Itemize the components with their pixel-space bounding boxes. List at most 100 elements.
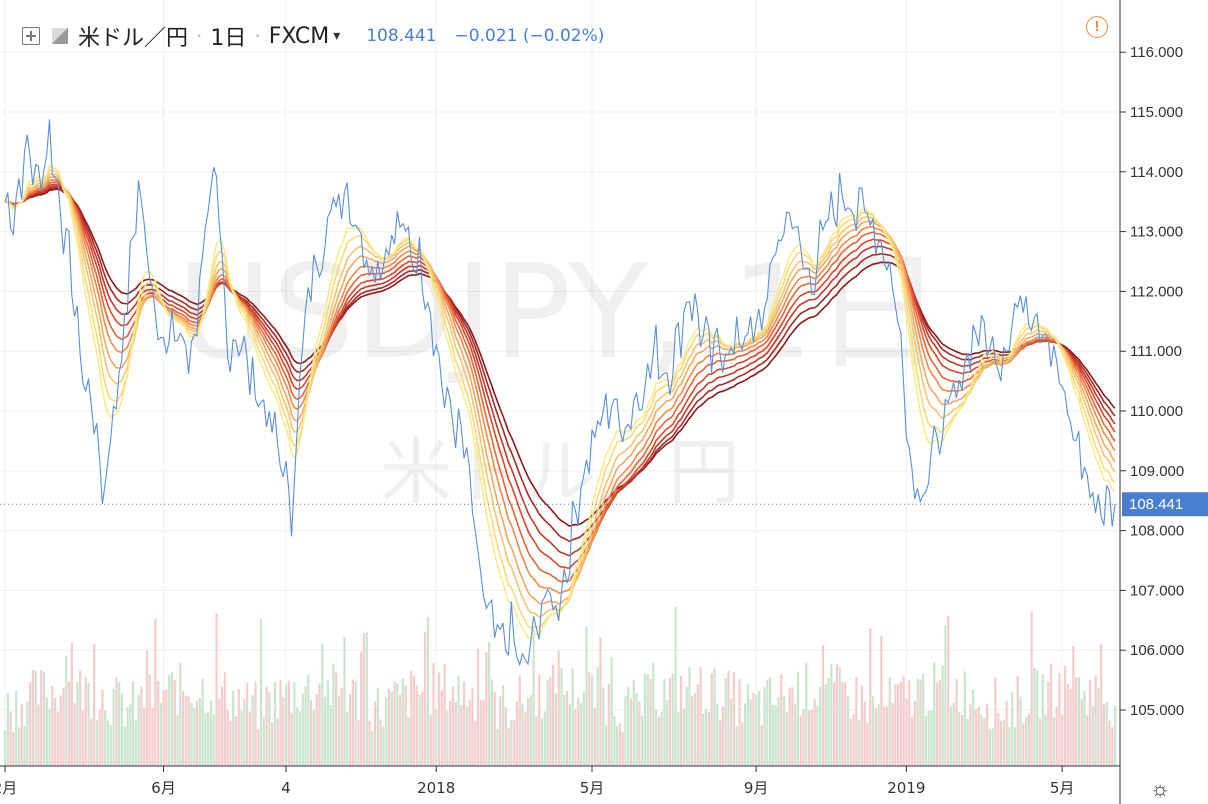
volume-bar <box>257 728 260 766</box>
volume-bar <box>204 713 207 766</box>
volume-bar <box>579 702 583 766</box>
volume-bar <box>610 656 613 766</box>
volume-bar <box>243 699 246 766</box>
symbol-name[interactable]: 米ドル／円 <box>78 26 189 51</box>
volume-bar <box>290 712 293 766</box>
volume-bar <box>649 679 652 766</box>
volume-bar <box>983 718 986 766</box>
ma-line <box>4 178 1116 594</box>
volume-bar <box>143 707 146 766</box>
volume-bar <box>335 672 338 766</box>
volume-bar <box>691 695 694 766</box>
volume-bar <box>796 671 800 766</box>
volume-bar <box>557 650 560 766</box>
volume-bar <box>179 662 182 766</box>
volume-bar <box>315 694 318 766</box>
volume-bar <box>401 678 405 766</box>
volume-bar <box>326 680 329 766</box>
volume-bar <box>752 693 755 766</box>
volume-bar <box>652 663 655 766</box>
volume-bar <box>718 720 722 766</box>
price-axis: 116.000 115.000 114.000 113.000 112.000 111.0… <box>1119 0 1184 804</box>
volume-bar <box>1108 720 1111 766</box>
y-tick-label: 109.000 <box>1130 463 1184 480</box>
volume-bar <box>457 675 460 766</box>
chevron-down-icon[interactable]: ▾ <box>333 28 341 44</box>
volume-bar <box>538 674 541 766</box>
volume-bar <box>182 690 185 766</box>
volume-bar <box>482 699 485 766</box>
volume-bar <box>454 701 457 766</box>
volume-bar <box>1111 727 1114 766</box>
volume-bar <box>362 633 366 766</box>
volume-bar <box>357 720 360 766</box>
volume-bar <box>883 706 886 766</box>
volume-bar <box>346 712 349 766</box>
volume-bar <box>721 706 724 766</box>
volume-bar <box>952 702 955 766</box>
volume-bar <box>1088 680 1092 766</box>
volume-bar <box>763 687 766 766</box>
volume-bar <box>588 672 591 766</box>
y-tick-label: 113.000 <box>1130 224 1183 241</box>
volume-bar <box>273 682 277 766</box>
volume-bar <box>220 686 224 766</box>
volume-bar <box>821 645 825 766</box>
volume-bar <box>877 704 880 766</box>
volume-bar <box>913 700 916 766</box>
y-tick-label: 105.000 <box>1130 702 1184 719</box>
watermark-name: 米ドル／円 <box>380 430 740 514</box>
volume-bar <box>794 703 797 766</box>
volume-bar <box>1077 676 1081 766</box>
volume-bar <box>699 666 702 766</box>
data-source[interactable]: FXCM <box>268 23 330 49</box>
volume-bar <box>460 705 463 766</box>
volume-bar <box>271 722 274 766</box>
volume-bar <box>399 694 402 766</box>
volume-bar <box>1066 684 1069 766</box>
volume-bar <box>262 716 265 766</box>
volume-bar <box>396 683 399 766</box>
volume-bar <box>73 703 76 766</box>
volume-bar <box>237 688 240 766</box>
volume-bar <box>819 687 822 766</box>
volume-bar <box>635 692 638 766</box>
volume-bar <box>774 705 777 766</box>
volume-bar <box>1027 713 1030 766</box>
volume-bar <box>437 672 441 766</box>
volume-bar <box>643 673 647 766</box>
volume-bar <box>304 686 307 766</box>
volume-bar <box>866 722 869 766</box>
volume-bar <box>933 662 936 766</box>
x-tick-label: 2月 <box>0 779 17 797</box>
volume-bar <box>17 727 21 766</box>
volume-bar <box>293 682 296 766</box>
volume-bar <box>154 618 157 766</box>
volume-bar <box>195 700 199 766</box>
volume-bar <box>646 674 649 766</box>
volume-bar <box>685 686 688 766</box>
volume-bar <box>248 711 252 766</box>
volume-bar <box>351 679 354 766</box>
volume-bar <box>949 706 953 766</box>
volume-bar <box>966 718 969 766</box>
warning-icon[interactable]: ! <box>1086 16 1108 38</box>
volume-bar <box>540 718 544 766</box>
volume-bar <box>310 700 313 766</box>
volume-bar <box>560 668 563 766</box>
volume-bar <box>1022 723 1025 766</box>
interval[interactable]: 1日 <box>210 26 247 51</box>
volume-bar <box>977 706 980 766</box>
volume-bar <box>421 691 424 766</box>
volume-bar <box>354 680 357 766</box>
settings-gear-icon[interactable]: ☼ <box>1150 776 1171 801</box>
volume-bar <box>947 615 950 766</box>
volume-bar <box>574 708 577 766</box>
volume-bar <box>56 711 60 766</box>
volume-bar <box>348 694 352 766</box>
volume-bar <box>963 671 966 766</box>
add-symbol-icon[interactable] <box>22 27 40 45</box>
volume-bar <box>40 670 43 766</box>
volume-bar <box>307 674 310 766</box>
